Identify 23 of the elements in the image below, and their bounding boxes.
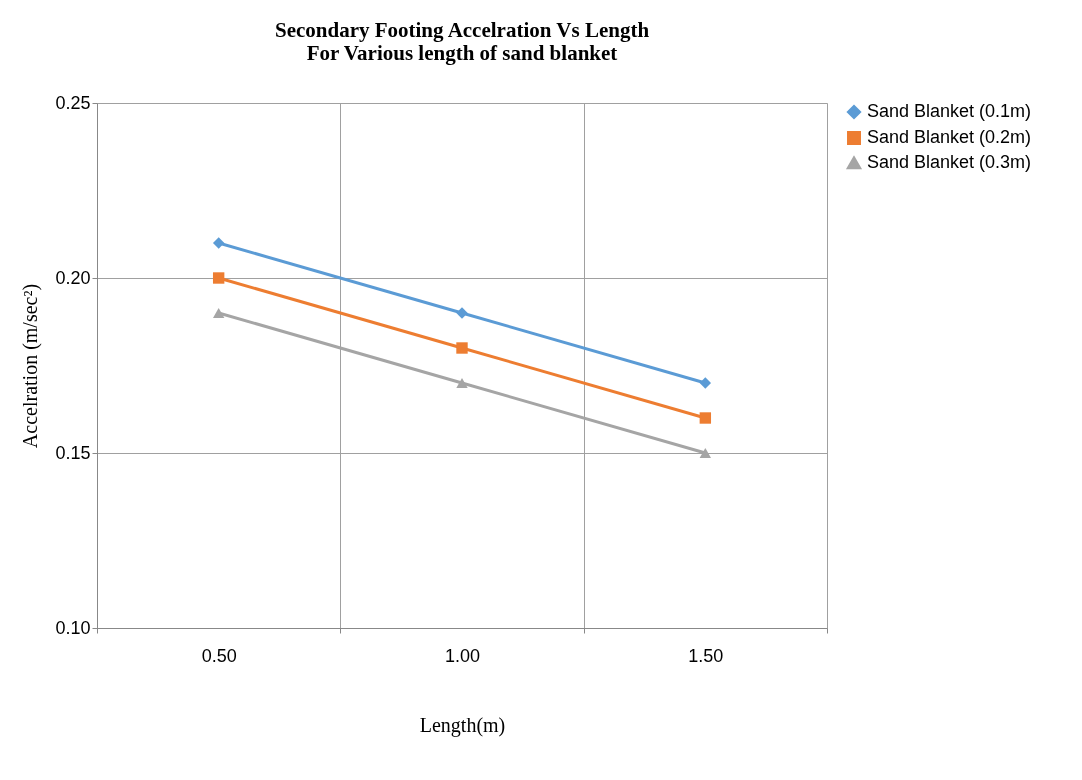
point (456, 342, 468, 354)
legend-label: Sand Blanket (0.2m) (867, 127, 1032, 147)
legend-label: Sand Blanket (0.1m) (867, 101, 1032, 121)
text: Secondary Footing Accelration Vs Length (274, 18, 650, 42)
y-tick-label: 0.25 (55, 92, 91, 113)
point (212, 308, 225, 318)
x-axis-title: Length(m) (419, 713, 506, 737)
text: For Various length of sand blanket (306, 41, 618, 65)
y-axis-title: Accelration (m/sec²) (19, 283, 43, 449)
x-tick-label: 1.50 (688, 645, 724, 666)
y-tick-label: 0.15 (55, 442, 91, 463)
point (456, 378, 468, 388)
y-tick-label: 0.10 (55, 617, 91, 638)
legend-label: Sand Blanket (0.3m) (867, 152, 1032, 172)
point (456, 307, 468, 319)
point (212, 237, 225, 249)
point (699, 412, 712, 424)
point (699, 448, 712, 458)
x-tick-label: 0.50 (201, 645, 237, 666)
point (699, 377, 712, 389)
x-tick-label: 1.00 (444, 645, 481, 666)
point (212, 272, 225, 284)
y-tick-label: 0.20 (55, 267, 91, 288)
